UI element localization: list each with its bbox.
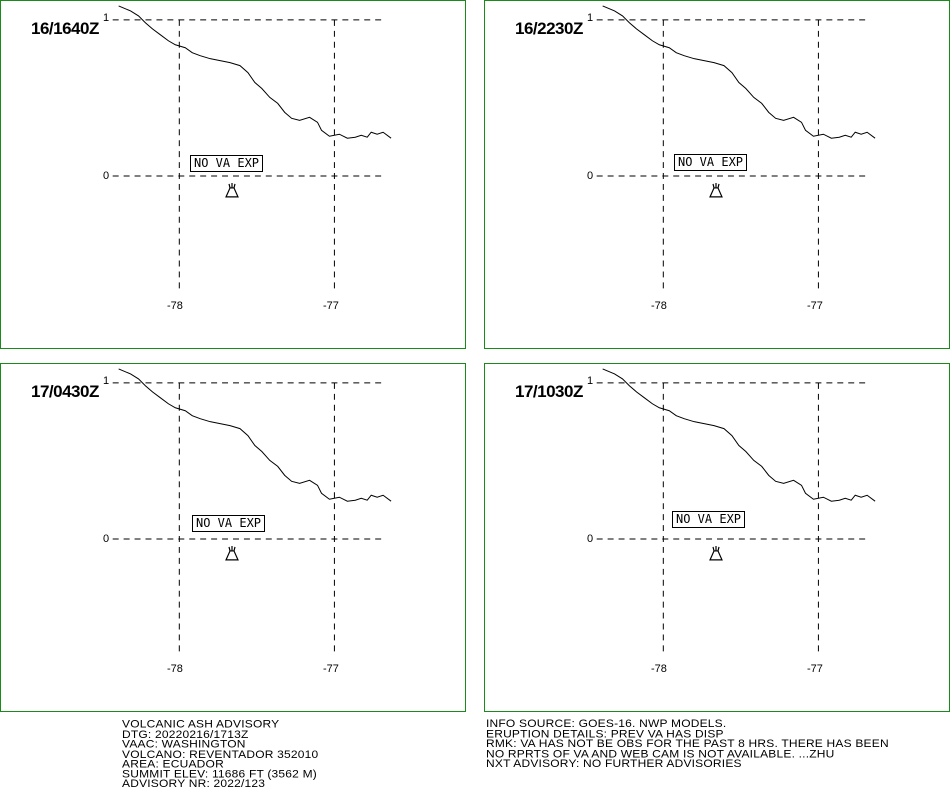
coastline	[118, 368, 392, 502]
map-graphics	[596, 5, 876, 292]
time-label: 17/0430Z	[31, 382, 99, 401]
next-advisory: NXT ADVISORY: NO FURTHER ADVISORIES	[486, 756, 742, 770]
lat-label-0: 0	[103, 533, 110, 545]
volcano-icon	[709, 182, 723, 198]
coastline	[602, 5, 876, 139]
volcano-icon	[225, 182, 239, 198]
time-label: 17/1030Z	[515, 382, 583, 401]
lat-label-0: 0	[587, 533, 594, 545]
va-status-box: NO VA EXP	[192, 515, 266, 532]
info-source: INFO SOURCE: GOES-16. NWP MODELS.	[486, 716, 727, 730]
remarks-line-1: RMK: VA HAS NOT BE OBS FOR THE PAST 8 HR…	[486, 736, 889, 750]
va-status-box: NO VA EXP	[190, 155, 264, 172]
map-graphics	[112, 5, 392, 292]
lon-label-77: -77	[323, 663, 339, 675]
lon-label-77: -77	[323, 300, 339, 312]
time-label: 16/1640Z	[31, 19, 99, 38]
lon-label-78: -78	[167, 300, 183, 312]
map-panel-3: 17/0430Z 1 0 -78 -77 NO VA EXP	[0, 363, 466, 712]
lat-label-0: 0	[587, 170, 594, 182]
coastline	[602, 368, 876, 502]
volcano-icon	[709, 545, 723, 561]
advisory-vaac: VAAC: WASHINGTON	[122, 736, 246, 751]
lon-label-77: -77	[807, 663, 823, 675]
advisory-info-block: VOLCANIC ASH ADVISORY DTG: 20220216/1713…	[122, 716, 319, 791]
advisory-volcano: VOLCANO: REVENTADOR 352010	[122, 746, 319, 761]
lat-label-1: 1	[587, 375, 594, 387]
coastline	[118, 5, 392, 139]
eruption-details: ERUPTION DETAILS: PREV VA HAS DISP	[486, 726, 724, 740]
advisory-area: AREA: ECUADOR	[122, 756, 224, 771]
map-panel-4: 17/1030Z 1 0 -78 -77 NO VA EXP	[484, 363, 950, 712]
lon-label-78: -78	[651, 300, 667, 312]
lat-label-1: 1	[103, 12, 110, 24]
lat-label-1: 1	[587, 12, 594, 24]
lon-label-78: -78	[651, 663, 667, 675]
volcano-icon	[225, 545, 239, 561]
lon-label-78: -78	[167, 663, 183, 675]
remarks-block: INFO SOURCE: GOES-16. NWP MODELS. ERUPTI…	[486, 716, 889, 770]
va-status-box: NO VA EXP	[674, 154, 748, 171]
advisory-summit-elev: SUMMIT ELEV: 11686 FT (3562 M)	[122, 766, 317, 781]
map-graphics	[112, 368, 392, 655]
map-panel-1: 16/1640Z 1 0 -78 -77 NO VA EXP	[0, 0, 466, 349]
va-status-box: NO VA EXP	[672, 511, 746, 528]
lat-label-1: 1	[103, 375, 110, 387]
advisory-title: VOLCANIC ASH ADVISORY	[122, 716, 280, 731]
advisory-number: ADVISORY NR: 2022/123	[122, 776, 266, 791]
map-panel-2: 16/2230Z 1 0 -78 -77 NO VA EXP	[484, 0, 950, 349]
lon-label-77: -77	[807, 300, 823, 312]
advisory-dtg: DTG: 20220216/1713Z	[122, 726, 249, 741]
remarks-line-2: NO RPRTS OF VA AND WEB CAM IS NOT AVAILA…	[486, 746, 835, 760]
lat-label-0: 0	[103, 170, 110, 182]
time-label: 16/2230Z	[515, 19, 583, 38]
map-graphics	[596, 368, 876, 655]
